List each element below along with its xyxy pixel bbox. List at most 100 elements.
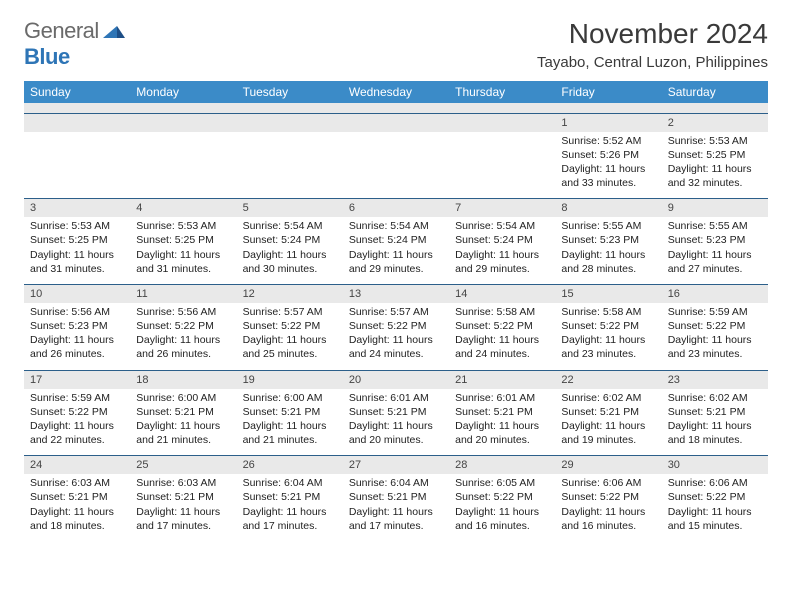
day-info-cell: Sunrise: 6:04 AMSunset: 5:21 PMDaylight:… bbox=[343, 474, 449, 541]
sunset-line: Sunset: 5:21 PM bbox=[136, 490, 230, 504]
day-number-cell: 19 bbox=[237, 370, 343, 389]
sunrise-line: Sunrise: 6:02 AM bbox=[668, 391, 762, 405]
day-number-cell: 30 bbox=[662, 456, 768, 475]
sunset-line: Sunset: 5:21 PM bbox=[349, 490, 443, 504]
sunset-line: Sunset: 5:23 PM bbox=[668, 233, 762, 247]
day-number-cell: 22 bbox=[555, 370, 661, 389]
day-info-cell: Sunrise: 5:59 AMSunset: 5:22 PMDaylight:… bbox=[662, 303, 768, 370]
weekday-header: Thursday bbox=[449, 81, 555, 103]
calendar-table: Sunday Monday Tuesday Wednesday Thursday… bbox=[24, 81, 768, 541]
day-number-cell: 7 bbox=[449, 199, 555, 218]
day-number-row: 3456789 bbox=[24, 199, 768, 218]
day-info-cell: Sunrise: 5:52 AMSunset: 5:26 PMDaylight:… bbox=[555, 132, 661, 199]
day-info-row: Sunrise: 5:52 AMSunset: 5:26 PMDaylight:… bbox=[24, 132, 768, 199]
sunset-line: Sunset: 5:26 PM bbox=[561, 148, 655, 162]
day-info-row: Sunrise: 5:56 AMSunset: 5:23 PMDaylight:… bbox=[24, 303, 768, 370]
day-info-cell: Sunrise: 6:06 AMSunset: 5:22 PMDaylight:… bbox=[662, 474, 768, 541]
sunrise-line: Sunrise: 6:03 AM bbox=[30, 476, 124, 490]
day-number-cell: 28 bbox=[449, 456, 555, 475]
day-number-cell bbox=[343, 113, 449, 132]
sunrise-line: Sunrise: 5:55 AM bbox=[561, 219, 655, 233]
daylight-line: Daylight: 11 hours and 24 minutes. bbox=[455, 333, 549, 361]
sunset-line: Sunset: 5:22 PM bbox=[136, 319, 230, 333]
sunrise-line: Sunrise: 5:54 AM bbox=[455, 219, 549, 233]
sunrise-line: Sunrise: 6:04 AM bbox=[349, 476, 443, 490]
day-info-cell: Sunrise: 6:05 AMSunset: 5:22 PMDaylight:… bbox=[449, 474, 555, 541]
day-number-cell: 16 bbox=[662, 284, 768, 303]
day-number-cell: 1 bbox=[555, 113, 661, 132]
day-info-cell: Sunrise: 6:01 AMSunset: 5:21 PMDaylight:… bbox=[449, 389, 555, 456]
sunset-line: Sunset: 5:22 PM bbox=[561, 319, 655, 333]
sunrise-line: Sunrise: 6:03 AM bbox=[136, 476, 230, 490]
day-info-cell: Sunrise: 5:57 AMSunset: 5:22 PMDaylight:… bbox=[237, 303, 343, 370]
sunrise-line: Sunrise: 6:05 AM bbox=[455, 476, 549, 490]
sunrise-line: Sunrise: 6:02 AM bbox=[561, 391, 655, 405]
daylight-line: Daylight: 11 hours and 16 minutes. bbox=[561, 505, 655, 533]
day-number-cell: 2 bbox=[662, 113, 768, 132]
sunset-line: Sunset: 5:21 PM bbox=[349, 405, 443, 419]
day-number-row: 17181920212223 bbox=[24, 370, 768, 389]
daylight-line: Daylight: 11 hours and 29 minutes. bbox=[455, 248, 549, 276]
sunset-line: Sunset: 5:21 PM bbox=[243, 405, 337, 419]
day-info-cell: Sunrise: 6:00 AMSunset: 5:21 PMDaylight:… bbox=[130, 389, 236, 456]
day-number-cell: 21 bbox=[449, 370, 555, 389]
sunset-line: Sunset: 5:21 PM bbox=[30, 490, 124, 504]
daylight-line: Daylight: 11 hours and 32 minutes. bbox=[668, 162, 762, 190]
day-number-cell bbox=[237, 113, 343, 132]
day-number-cell bbox=[449, 113, 555, 132]
day-number-row: 12 bbox=[24, 113, 768, 132]
sunrise-line: Sunrise: 5:57 AM bbox=[349, 305, 443, 319]
day-number-cell: 15 bbox=[555, 284, 661, 303]
day-info-cell: Sunrise: 5:53 AMSunset: 5:25 PMDaylight:… bbox=[662, 132, 768, 199]
sunrise-line: Sunrise: 5:52 AM bbox=[561, 134, 655, 148]
logo-text-blue: Blue bbox=[24, 44, 70, 69]
day-info-cell: Sunrise: 5:56 AMSunset: 5:22 PMDaylight:… bbox=[130, 303, 236, 370]
day-info-cell: Sunrise: 5:55 AMSunset: 5:23 PMDaylight:… bbox=[662, 217, 768, 284]
logo-text-general: General bbox=[24, 18, 99, 43]
day-number-cell: 6 bbox=[343, 199, 449, 218]
daylight-line: Daylight: 11 hours and 17 minutes. bbox=[349, 505, 443, 533]
sunset-line: Sunset: 5:22 PM bbox=[243, 319, 337, 333]
day-number-cell: 18 bbox=[130, 370, 236, 389]
day-number-cell: 26 bbox=[237, 456, 343, 475]
sunset-line: Sunset: 5:22 PM bbox=[668, 319, 762, 333]
sunrise-line: Sunrise: 5:58 AM bbox=[561, 305, 655, 319]
sunrise-line: Sunrise: 5:56 AM bbox=[136, 305, 230, 319]
daylight-line: Daylight: 11 hours and 21 minutes. bbox=[136, 419, 230, 447]
sunrise-line: Sunrise: 6:06 AM bbox=[561, 476, 655, 490]
sunrise-line: Sunrise: 6:01 AM bbox=[349, 391, 443, 405]
sunrise-line: Sunrise: 5:53 AM bbox=[136, 219, 230, 233]
weekday-header: Tuesday bbox=[237, 81, 343, 103]
day-info-cell bbox=[343, 132, 449, 199]
day-number-cell: 23 bbox=[662, 370, 768, 389]
header-spacer bbox=[24, 103, 768, 113]
day-number-cell: 24 bbox=[24, 456, 130, 475]
day-number-row: 24252627282930 bbox=[24, 456, 768, 475]
sunset-line: Sunset: 5:21 PM bbox=[136, 405, 230, 419]
location: Tayabo, Central Luzon, Philippines bbox=[537, 54, 768, 71]
sunrise-line: Sunrise: 5:53 AM bbox=[30, 219, 124, 233]
day-info-cell: Sunrise: 5:55 AMSunset: 5:23 PMDaylight:… bbox=[555, 217, 661, 284]
day-number-cell: 17 bbox=[24, 370, 130, 389]
day-info-cell: Sunrise: 6:06 AMSunset: 5:22 PMDaylight:… bbox=[555, 474, 661, 541]
day-number-cell: 20 bbox=[343, 370, 449, 389]
daylight-line: Daylight: 11 hours and 33 minutes. bbox=[561, 162, 655, 190]
daylight-line: Daylight: 11 hours and 20 minutes. bbox=[455, 419, 549, 447]
sunset-line: Sunset: 5:22 PM bbox=[349, 319, 443, 333]
sunrise-line: Sunrise: 5:57 AM bbox=[243, 305, 337, 319]
day-number-cell: 8 bbox=[555, 199, 661, 218]
weekday-header: Saturday bbox=[662, 81, 768, 103]
sunset-line: Sunset: 5:24 PM bbox=[455, 233, 549, 247]
sunrise-line: Sunrise: 6:06 AM bbox=[668, 476, 762, 490]
sunset-line: Sunset: 5:22 PM bbox=[30, 405, 124, 419]
day-info-cell bbox=[24, 132, 130, 199]
logo: General Blue bbox=[24, 18, 125, 70]
calendar-page: General Blue November 2024 Tayabo, Centr… bbox=[0, 0, 792, 541]
daylight-line: Daylight: 11 hours and 23 minutes. bbox=[668, 333, 762, 361]
day-number-cell: 9 bbox=[662, 199, 768, 218]
title-block: November 2024 Tayabo, Central Luzon, Phi… bbox=[537, 18, 768, 71]
sunrise-line: Sunrise: 5:55 AM bbox=[668, 219, 762, 233]
day-info-cell: Sunrise: 5:57 AMSunset: 5:22 PMDaylight:… bbox=[343, 303, 449, 370]
day-info-cell: Sunrise: 5:58 AMSunset: 5:22 PMDaylight:… bbox=[449, 303, 555, 370]
day-info-row: Sunrise: 6:03 AMSunset: 5:21 PMDaylight:… bbox=[24, 474, 768, 541]
